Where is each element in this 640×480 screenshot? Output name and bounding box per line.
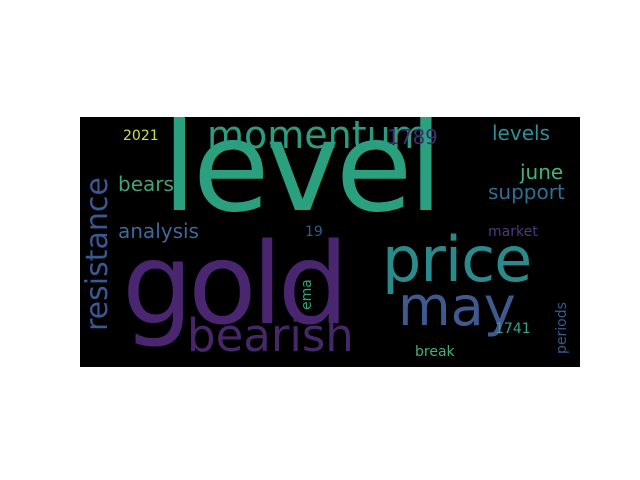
- word-break: break: [415, 344, 455, 360]
- word-momentum: momentum: [207, 117, 428, 157]
- word-19: 19: [305, 224, 323, 240]
- word-1789: 1789: [387, 125, 438, 149]
- word-ema: ema: [299, 279, 315, 310]
- word-levels: levels: [492, 121, 550, 145]
- word-price: price: [382, 223, 532, 296]
- word-cloud-panel: level gold price may bearish momentum an…: [80, 117, 580, 367]
- word-gold: gold: [122, 220, 349, 350]
- word-2021: 2021: [123, 128, 159, 144]
- word-bearish: bearish: [187, 309, 354, 362]
- word-june: june: [520, 160, 564, 184]
- word-analysis: analysis: [118, 219, 199, 243]
- word-bears: bears: [118, 172, 174, 196]
- word-level: level: [162, 117, 443, 240]
- word-1741: 1741: [495, 321, 531, 337]
- word-resistance: resistance: [80, 177, 115, 331]
- word-support: support: [488, 180, 565, 204]
- word-may: may: [398, 275, 516, 338]
- word-periods: periods: [554, 302, 570, 354]
- word-market: market: [488, 224, 538, 240]
